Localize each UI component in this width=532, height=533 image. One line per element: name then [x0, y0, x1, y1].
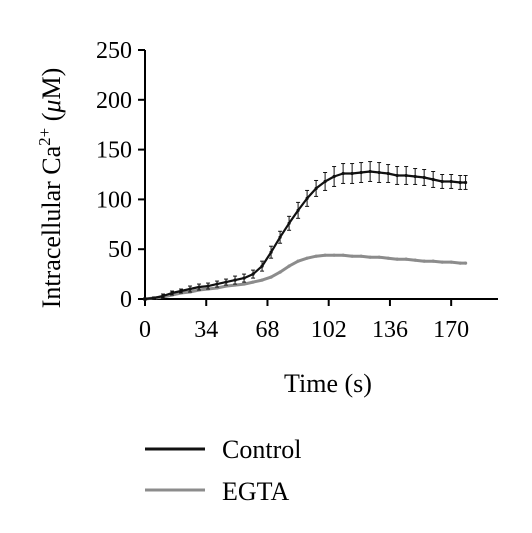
egta-point [359, 254, 363, 258]
series-egta [143, 253, 468, 301]
y-axis-label-superscript: 2+ [35, 128, 54, 146]
control-point [341, 171, 345, 176]
legend-label-egta: EGTA [222, 477, 289, 506]
egta-point [341, 253, 345, 257]
axes [144, 50, 498, 300]
egta-point [431, 259, 435, 263]
control-point [278, 235, 282, 239]
x-tick-label-136: 136 [372, 317, 408, 343]
control-point [359, 170, 363, 175]
control-point [269, 250, 273, 254]
egta-point [269, 275, 273, 279]
control-point [332, 174, 336, 179]
egta-point [278, 270, 282, 274]
egta-point [413, 258, 417, 262]
egta-point [323, 253, 327, 257]
control-point [350, 171, 354, 176]
control-point [170, 291, 174, 295]
egta-point [314, 254, 318, 258]
egta-point [368, 255, 372, 259]
control-point [368, 169, 372, 174]
egta-point [386, 256, 390, 260]
y-tick-label-100: 100 [96, 187, 132, 213]
control-point [386, 171, 390, 176]
egta-point [242, 282, 246, 286]
series-control [143, 161, 468, 301]
control-point [463, 180, 468, 185]
control-point [395, 173, 399, 178]
control-point [431, 177, 435, 182]
egta-point [449, 260, 453, 264]
y-axis-label-unit-greek: μ [37, 100, 66, 114]
egta-point [463, 261, 468, 265]
control-point [422, 175, 426, 180]
legend-item-egta: EGTA [145, 477, 289, 506]
control-point [458, 180, 462, 185]
egta-point [440, 260, 444, 264]
x-tick-label-170: 170 [433, 317, 469, 343]
control-point [260, 264, 264, 268]
control-point [323, 179, 327, 184]
control-point [215, 282, 219, 286]
y-ticks: 0 50 100 150 200 250 [96, 38, 145, 313]
control-point [206, 284, 210, 288]
y-axis-label: Intracellular Ca2+ (μM) [35, 68, 66, 309]
control-point [440, 179, 444, 184]
series-layer [143, 161, 468, 301]
series-line-egta [144, 253, 466, 301]
control-point [152, 296, 156, 300]
legend-label-control: Control [222, 435, 301, 464]
control-point [296, 208, 300, 212]
control-point [413, 174, 417, 179]
y-tick-label-200: 200 [96, 88, 132, 114]
egta-point [350, 254, 354, 258]
y-axis-label-prefix: Intracellular Ca [37, 145, 66, 308]
control-point [233, 278, 237, 282]
x-tick-label-68: 68 [255, 317, 279, 343]
control-point [305, 196, 309, 201]
egta-point [395, 257, 399, 261]
y-axis-label-unit-open: ( [37, 113, 66, 128]
legend-item-control: Control [145, 435, 301, 464]
y-tick-label-0: 0 [120, 287, 132, 313]
control-point [314, 186, 318, 191]
egta-point [332, 253, 336, 257]
egta-point [422, 259, 426, 263]
control-point [143, 297, 147, 301]
x-axis-label: Time (s) [284, 369, 372, 398]
control-point [242, 276, 246, 280]
egta-point [458, 261, 462, 265]
control-point [197, 285, 201, 289]
egta-point [404, 257, 408, 261]
x-tick-label-0: 0 [139, 317, 151, 343]
egta-point [296, 259, 300, 263]
y-tick-label-150: 150 [96, 138, 132, 164]
x-ticks: 0 34 68 102 136 170 [139, 299, 469, 343]
control-point [287, 221, 291, 225]
control-point [179, 289, 183, 293]
egta-point [251, 280, 255, 284]
control-point [377, 170, 381, 175]
x-tick-label-102: 102 [311, 317, 347, 343]
egta-point [260, 278, 264, 282]
control-point [224, 280, 228, 284]
egta-point [287, 264, 291, 268]
x-tick-label-34: 34 [194, 317, 218, 343]
control-point [188, 287, 192, 291]
control-point [404, 173, 408, 178]
legend: Control EGTA [145, 435, 301, 506]
egta-point [305, 256, 309, 260]
y-axis-label-unit-rest: M) [37, 68, 66, 100]
control-point [161, 294, 165, 298]
control-point [449, 179, 453, 184]
y-tick-label-250: 250 [96, 38, 132, 64]
control-point [251, 272, 255, 276]
y-tick-label-50: 50 [108, 237, 132, 263]
egta-point [377, 255, 381, 259]
